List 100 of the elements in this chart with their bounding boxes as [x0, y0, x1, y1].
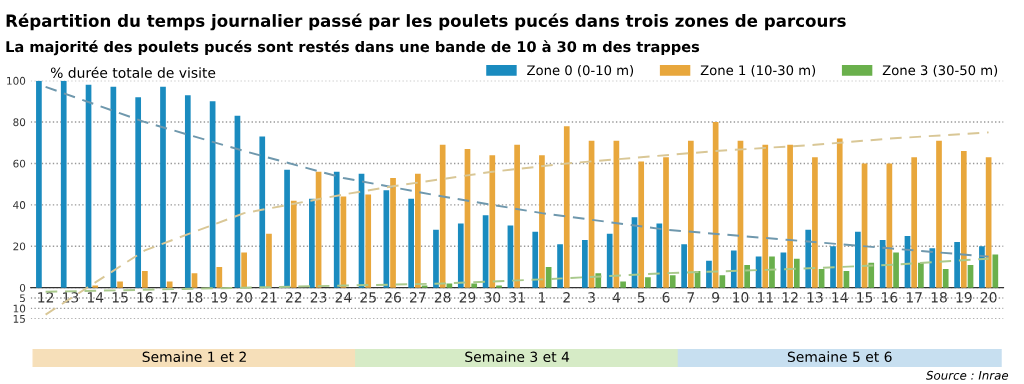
- y-axis-title: % durée totale de visite: [50, 66, 216, 78]
- bar: [383, 190, 390, 288]
- x-tick-label: 5: [637, 292, 645, 303]
- bar: [893, 252, 899, 288]
- bar: [762, 144, 769, 288]
- x-tick-label: 31: [509, 292, 525, 303]
- bar: [929, 248, 936, 288]
- bar: [818, 269, 825, 288]
- x-tick-label: 19: [956, 292, 972, 303]
- bar: [830, 246, 836, 288]
- bar: [918, 262, 924, 288]
- x-tick-label: 23: [310, 292, 327, 303]
- x-tick-label: 26: [385, 292, 401, 303]
- x-tick-label: 13: [807, 292, 823, 303]
- y-tick-label: 40: [13, 201, 26, 209]
- bar: [184, 95, 191, 288]
- line-series: [44, 85, 990, 258]
- bar: [433, 229, 439, 288]
- bar: [805, 229, 812, 288]
- bar: [730, 250, 737, 288]
- legend-label: Zone 1 (10-30 m): [700, 64, 816, 77]
- chart-title: Répartition du temps journalier passé par les poulets pucés dans trois zones de parcours: [6, 13, 846, 31]
- source-note: Source : Inrae: [926, 370, 1009, 380]
- x-tick-label: 24: [335, 292, 352, 303]
- bar: [532, 231, 539, 288]
- legend-label: Zone 3 (30-50 m): [882, 64, 998, 77]
- bar: [793, 258, 800, 288]
- bar: [744, 264, 751, 288]
- x-tick-label: 12: [782, 292, 798, 303]
- bar: [60, 80, 67, 288]
- bar: [719, 275, 726, 288]
- bar: [166, 281, 173, 288]
- bar: [942, 269, 949, 288]
- text: Semaine 5 et 6: [787, 351, 892, 363]
- x-tick-label: 19: [212, 292, 228, 303]
- bar: [266, 233, 272, 288]
- bar: [960, 151, 967, 288]
- x-tick-label: 17: [162, 292, 178, 303]
- x-tick-label: 15: [857, 292, 873, 303]
- bar: [954, 242, 960, 288]
- text: Semaine 1 et 2: [142, 351, 246, 363]
- bar: [514, 144, 520, 288]
- y-tick-label: 80: [13, 118, 26, 127]
- bar: [843, 271, 850, 288]
- y-tick-label: 10: [13, 304, 26, 313]
- x-tick-label: 18: [187, 292, 203, 303]
- x-tick-label: 6: [662, 292, 670, 303]
- x-tick-label: 20: [236, 292, 253, 303]
- x-tick-label: 4: [612, 292, 621, 303]
- bar: [836, 138, 843, 288]
- x-tick-label: 16: [137, 292, 153, 303]
- bar: [557, 244, 563, 288]
- bar: [191, 273, 198, 288]
- bar: [457, 223, 464, 288]
- bar: [489, 155, 496, 288]
- bar: [812, 157, 818, 288]
- bar: [333, 171, 340, 288]
- y-tick-label: 60: [13, 159, 26, 168]
- bar: [669, 275, 676, 288]
- x-tick-label: 22: [285, 292, 302, 303]
- bar: [216, 266, 223, 288]
- bar: [259, 136, 266, 288]
- chart-subtitle: La majorité des poulets pucés sont restés dans une bande de 10 à 30 m des trappes: [6, 40, 700, 56]
- line-series: [44, 257, 990, 293]
- y-tick-label: 20: [13, 242, 26, 251]
- y-tick-label: 0: [19, 283, 26, 292]
- legend-label: Zone 0 (0-10 m): [527, 64, 634, 77]
- x-tick-label: 20: [980, 292, 997, 303]
- bar: [656, 223, 663, 288]
- bar: [241, 252, 247, 288]
- bar: [415, 173, 421, 288]
- bar: [563, 126, 570, 288]
- bar: [645, 277, 651, 288]
- x-tick-label: 9: [712, 292, 720, 303]
- x-tick-label: 17: [906, 292, 922, 303]
- x-tick-label: 2: [563, 292, 570, 303]
- y-tick-label: 15: [13, 315, 25, 323]
- x-tick-label: 21: [261, 292, 277, 303]
- x-tick-label: 25: [360, 292, 376, 303]
- y-tick-label: 100: [7, 76, 26, 85]
- bar: [160, 86, 166, 288]
- bar: [855, 231, 861, 288]
- bar: [936, 140, 942, 288]
- bar: [135, 97, 142, 288]
- x-tick-label: 30: [484, 292, 501, 303]
- bar: [681, 244, 687, 288]
- bar: [687, 140, 694, 288]
- x-tick-label: 3: [588, 292, 595, 303]
- bar: [142, 271, 148, 288]
- x-tick-label: 29: [459, 292, 476, 303]
- x-tick-label: 14: [832, 292, 848, 303]
- bar: [663, 157, 669, 288]
- bar: [539, 155, 545, 288]
- bar: [390, 177, 396, 288]
- bar: [36, 80, 42, 288]
- x-tick-label: 18: [931, 292, 947, 303]
- bar: [706, 260, 712, 288]
- x-tick-label: 1: [539, 292, 546, 303]
- bar: [638, 161, 645, 288]
- bar: [787, 144, 793, 288]
